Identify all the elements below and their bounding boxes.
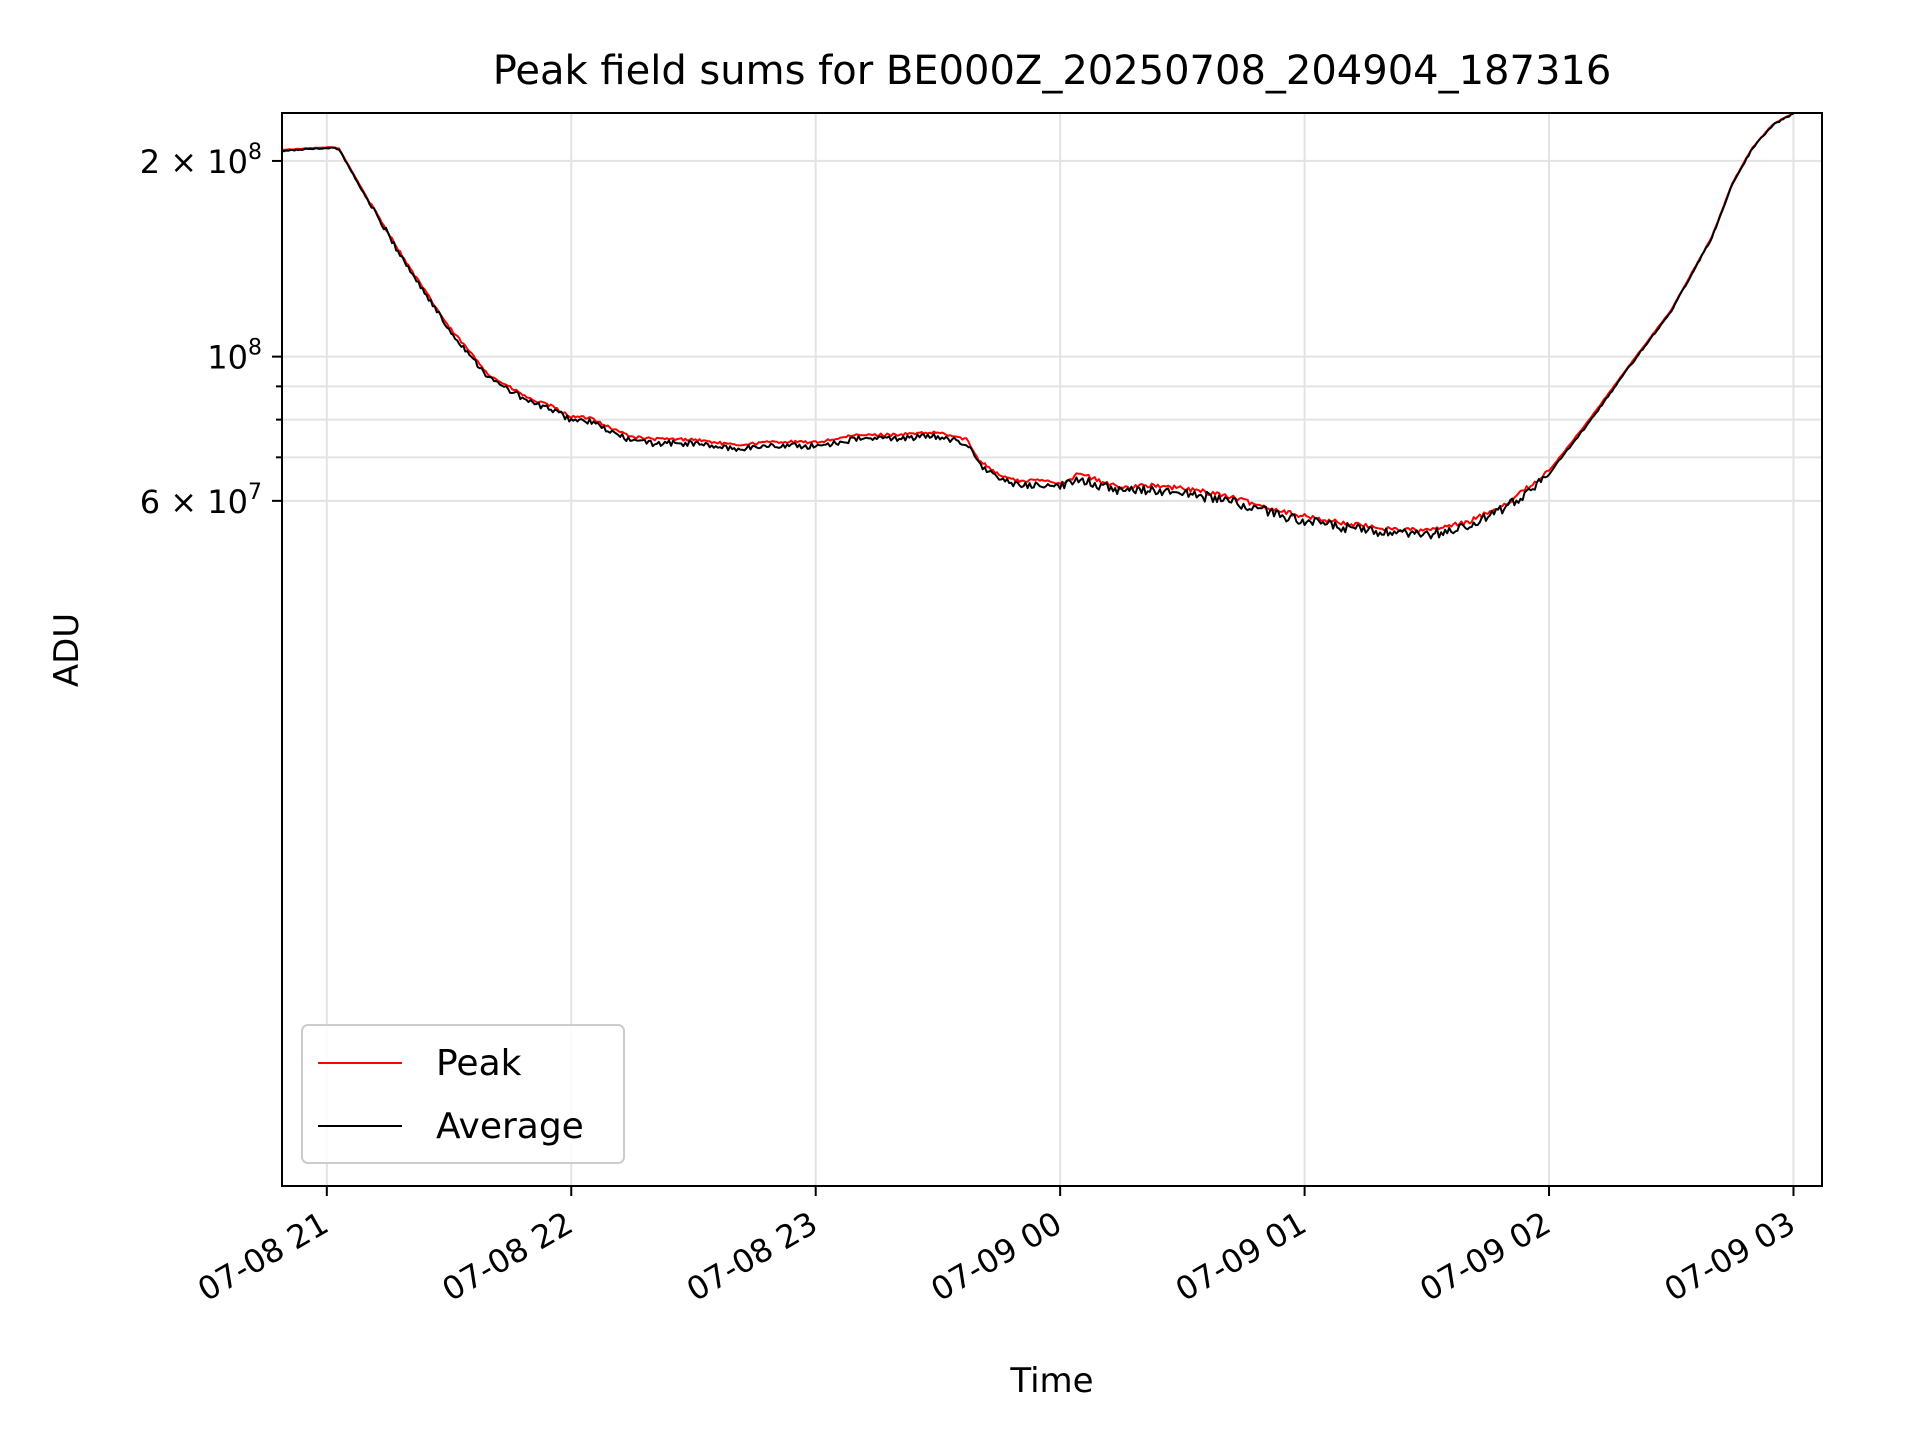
y-tick-label: 108 bbox=[207, 336, 262, 377]
legend-label-peak: Peak bbox=[436, 1043, 522, 1084]
y-axis-label: ADU bbox=[47, 613, 87, 687]
grid bbox=[282, 113, 1822, 1186]
series-line-average bbox=[281, 112, 1794, 540]
y-tick-label: 2 × 108 bbox=[140, 140, 262, 181]
legend: Peak Average bbox=[301, 1024, 625, 1164]
series-layer bbox=[281, 112, 1794, 540]
legend-label-average: Average bbox=[436, 1106, 584, 1147]
legend-box bbox=[301, 1024, 625, 1164]
chart-title: Peak field sums for BE000Z_20250708_2049… bbox=[493, 48, 1612, 94]
plot-frame bbox=[281, 112, 1823, 1187]
y-tick-label: 6 × 107 bbox=[140, 480, 262, 521]
x-axis-label: Time bbox=[1009, 1361, 1093, 1401]
